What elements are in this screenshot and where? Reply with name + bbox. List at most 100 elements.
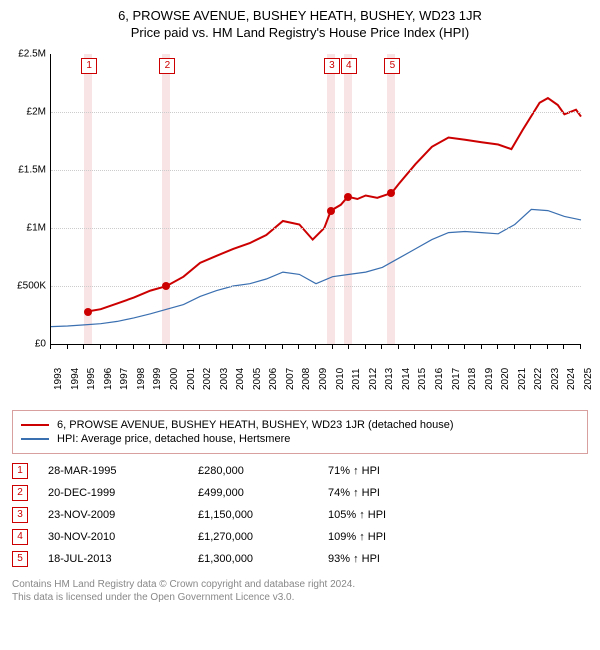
- row-marker: 1: [12, 463, 28, 479]
- transaction-marker: 3: [324, 58, 340, 74]
- x-tick-label: 1993: [53, 368, 67, 390]
- table-row: 518-JUL-2013£1,300,00093% ↑ HPI: [12, 548, 588, 570]
- legend: 6, PROWSE AVENUE, BUSHEY HEATH, BUSHEY, …: [12, 410, 588, 454]
- x-tick: [232, 344, 233, 349]
- x-tick-label: 1995: [86, 368, 100, 390]
- sale-point: [327, 207, 335, 215]
- table-row: 220-DEC-1999£499,00074% ↑ HPI: [12, 482, 588, 504]
- row-marker: 2: [12, 485, 28, 501]
- x-tick: [580, 344, 581, 349]
- y-tick-label: £0: [35, 339, 46, 350]
- x-tick-label: 2023: [550, 368, 564, 390]
- x-tick: [431, 344, 432, 349]
- gridline: [51, 228, 581, 229]
- x-tick: [166, 344, 167, 349]
- x-tick: [183, 344, 184, 349]
- title-subtitle: Price paid vs. HM Land Registry's House …: [0, 25, 600, 40]
- legend-label: HPI: Average price, detached house, Hert…: [57, 433, 290, 445]
- x-tick: [381, 344, 382, 349]
- x-tick-label: 2012: [368, 368, 382, 390]
- x-tick: [100, 344, 101, 349]
- x-tick-label: 2003: [219, 368, 233, 390]
- x-tick-label: 2019: [484, 368, 498, 390]
- table-row: 3 23-NOV-2009£1,150,000105% ↑ HPI: [12, 504, 588, 526]
- legend-label: 6, PROWSE AVENUE, BUSHEY HEATH, BUSHEY, …: [57, 419, 454, 431]
- x-tick: [398, 344, 399, 349]
- x-tick: [530, 344, 531, 349]
- x-tick: [563, 344, 564, 349]
- y-tick-label: £2.5M: [18, 49, 46, 60]
- x-tick-label: 2025: [583, 368, 597, 390]
- x-tick: [50, 344, 51, 349]
- x-tick-label: 1998: [136, 368, 150, 390]
- row-date: 20-DEC-1999: [48, 487, 198, 499]
- x-tick: [547, 344, 548, 349]
- row-price: £280,000: [198, 465, 328, 477]
- x-tick-label: 2021: [517, 368, 531, 390]
- x-tick-label: 2011: [351, 368, 365, 390]
- x-tick-label: 2000: [169, 368, 183, 390]
- transactions-table: 128-MAR-1995£280,00071% ↑ HPI220-DEC-199…: [12, 460, 588, 570]
- chart-lines: [51, 54, 581, 344]
- x-tick: [514, 344, 515, 349]
- x-tick: [481, 344, 482, 349]
- row-pct: 109% ↑ HPI: [328, 531, 478, 543]
- x-tick-label: 2006: [268, 368, 282, 390]
- x-tick-label: 2005: [252, 368, 266, 390]
- x-tick: [298, 344, 299, 349]
- x-tick: [332, 344, 333, 349]
- row-marker: 5: [12, 551, 28, 567]
- x-tick-label: 2013: [384, 368, 398, 390]
- sale-point: [84, 308, 92, 316]
- row-pct: 105% ↑ HPI: [328, 509, 478, 521]
- legend-swatch: [21, 424, 49, 426]
- x-tick: [249, 344, 250, 349]
- x-tick-label: 2004: [235, 368, 249, 390]
- transaction-marker: 5: [384, 58, 400, 74]
- x-tick: [265, 344, 266, 349]
- x-tick-label: 1999: [152, 368, 166, 390]
- x-tick: [414, 344, 415, 349]
- x-tick: [448, 344, 449, 349]
- row-pct: 93% ↑ HPI: [328, 553, 478, 565]
- x-tick: [67, 344, 68, 349]
- y-axis: £0£500K£1M£1.5M£2M£2.5M: [0, 44, 50, 344]
- row-price: £1,150,000: [198, 509, 328, 521]
- y-tick-label: £1.5M: [18, 165, 46, 176]
- x-tick-label: 2015: [417, 368, 431, 390]
- x-tick: [149, 344, 150, 349]
- x-tick: [464, 344, 465, 349]
- row-pct: 74% ↑ HPI: [328, 487, 478, 499]
- table-row: 430-NOV-2010£1,270,000109% ↑ HPI: [12, 526, 588, 548]
- x-tick: [315, 344, 316, 349]
- x-tick-label: 2022: [533, 368, 547, 390]
- x-tick: [83, 344, 84, 349]
- gridline: [51, 286, 581, 287]
- x-tick-label: 2018: [467, 368, 481, 390]
- row-marker: 3: [12, 507, 28, 523]
- x-tick-label: 2002: [202, 368, 216, 390]
- transaction-marker: 2: [159, 58, 175, 74]
- row-date: 28-MAR-1995: [48, 465, 198, 477]
- chart-container: 6, PROWSE AVENUE, BUSHEY HEATH, BUSHEY, …: [0, 0, 600, 604]
- footer: Contains HM Land Registry data © Crown c…: [12, 578, 588, 604]
- x-tick-label: 2014: [401, 368, 415, 390]
- x-tick-label: 1994: [70, 368, 84, 390]
- title-address: 6, PROWSE AVENUE, BUSHEY HEATH, BUSHEY, …: [0, 8, 600, 23]
- x-tick-label: 2009: [318, 368, 332, 390]
- series-hpi: [51, 209, 581, 326]
- row-date: 18-JUL-2013: [48, 553, 198, 565]
- chart-area: 12345 £0£500K£1M£1.5M£2M£2.5M 1993199419…: [0, 44, 600, 404]
- transaction-marker: 1: [81, 58, 97, 74]
- footer-line1: Contains HM Land Registry data © Crown c…: [12, 578, 588, 591]
- legend-swatch: [21, 438, 49, 440]
- x-tick-label: 2017: [451, 368, 465, 390]
- sale-point: [387, 189, 395, 197]
- row-date: 23-NOV-2009: [48, 509, 198, 521]
- x-tick: [282, 344, 283, 349]
- y-tick-label: £500K: [17, 281, 46, 292]
- x-tick-label: 2024: [566, 368, 580, 390]
- x-tick-label: 2001: [186, 368, 200, 390]
- x-tick-label: 2007: [285, 368, 299, 390]
- x-tick: [348, 344, 349, 349]
